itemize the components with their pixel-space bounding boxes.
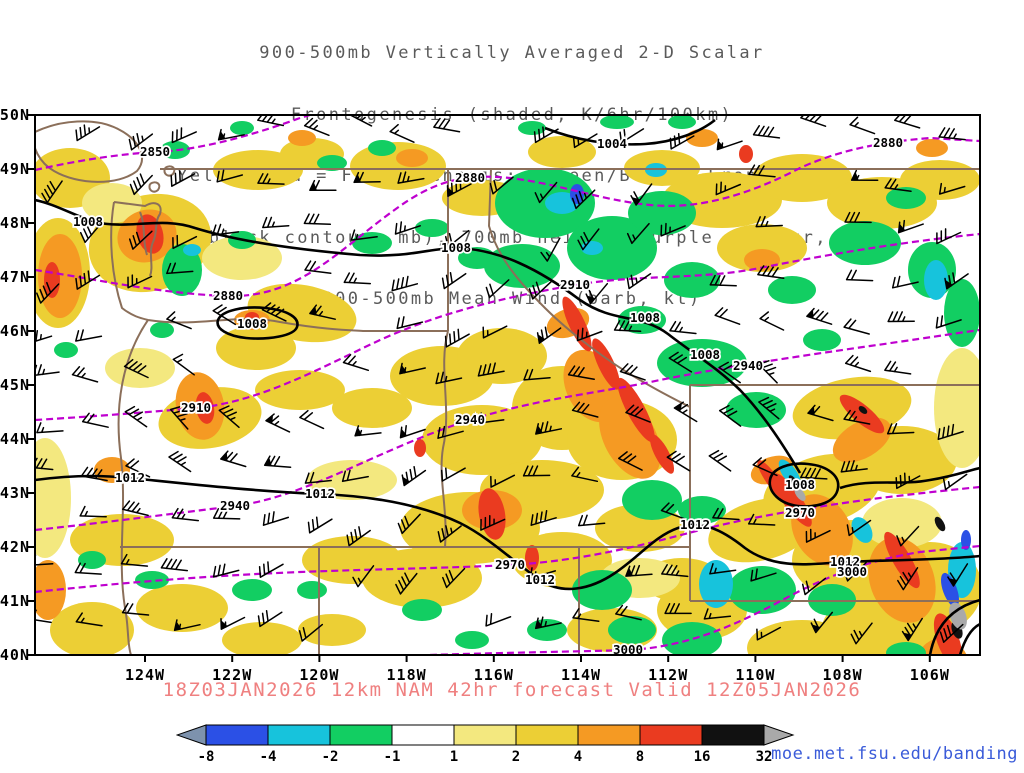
lat-tick-label: 42N <box>0 538 30 556</box>
lat-tick-label: 50N <box>0 108 30 124</box>
contour-label: 2880 <box>455 170 485 185</box>
contour-label: 2940 <box>455 412 485 427</box>
colorbar-segment <box>701 724 765 746</box>
contour-label: 1008 <box>785 477 815 492</box>
contour-label: 2940 <box>220 498 250 513</box>
lon-tick-label: 108W <box>823 666 863 684</box>
contour-label: 1008 <box>690 347 720 362</box>
contour-label: 2940 <box>733 358 763 373</box>
lat-tick-label: 45N <box>0 376 30 394</box>
contour-label: 1004 <box>597 136 627 151</box>
contour-label: 1008 <box>441 240 471 255</box>
contour-label: 1012 <box>680 517 710 532</box>
contour-label: 2910 <box>560 277 590 292</box>
colorbar-tick-label: 8 <box>636 749 644 765</box>
colorbar-tick-label: -4 <box>260 749 277 765</box>
contour-label: 2880 <box>213 288 243 303</box>
weather-map: 1004 1008 1008 1008 1008 1008 1008 1012 1012 1012… <box>0 106 981 684</box>
lat-tick-label: 44N <box>0 430 30 448</box>
colorbar: -8 -4 -2 -1 1 2 4 8 16 32 <box>175 724 795 765</box>
colorbar-segment <box>639 724 703 746</box>
colorbar-legend: -8 -4 -2 -1 1 2 4 8 16 32 <box>175 724 826 769</box>
map-frame <box>34 114 981 656</box>
colorbar-segment <box>453 724 517 746</box>
colorbar-tick-label: 4 <box>574 749 582 765</box>
colorbar-segment <box>391 724 455 746</box>
colorbar-segment <box>205 724 269 746</box>
colorbar-right-arrow <box>763 724 795 746</box>
contour-label: 1008 <box>630 310 660 325</box>
contour-labels: 1004 1008 1008 1008 1008 1008 1008 1012 1012 1012… <box>71 133 905 657</box>
axes: 50N 49N 48N 47N 46N 45N 44N 43N 42N 41N 40N 124W 122… <box>0 106 950 684</box>
lat-tick-label: 47N <box>0 268 30 286</box>
contour-label: 2880 <box>873 135 903 150</box>
colorbar-left-arrow <box>175 724 207 746</box>
colorbar-tick-label: -1 <box>384 749 401 765</box>
credit-link[interactable]: moe.met.fsu.edu/banding <box>771 744 1018 764</box>
lon-tick-label: 120W <box>299 666 339 684</box>
wind-barbs <box>35 115 969 645</box>
lon-tick-label: 110W <box>735 666 775 684</box>
colorbar-tick-label: 16 <box>694 749 711 765</box>
contour-label: 1008 <box>73 214 103 229</box>
mslp-contours <box>35 118 980 655</box>
lat-tick-label: 41N <box>0 592 30 610</box>
state-borders <box>35 120 980 655</box>
lon-tick-label: 112W <box>648 666 688 684</box>
lon-tick-label: 124W <box>125 666 165 684</box>
forecast-caption: 18Z03JAN2026 12km NAM 42hr forecast Vali… <box>162 679 862 701</box>
colorbar-tick-label: 1 <box>450 749 458 765</box>
forecast-chart: 1004 1008 1008 1008 1008 1008 1008 1012 1012 1012… <box>0 106 1024 693</box>
contour-label: 2970 <box>495 557 525 572</box>
lon-tick-label: 122W <box>212 666 252 684</box>
contour-label: 1012 <box>830 554 860 569</box>
colorbar-segment <box>577 724 641 746</box>
contour-label: 3000 <box>613 642 643 657</box>
lon-tick-label: 118W <box>387 666 427 684</box>
lon-tick-label: 114W <box>561 666 601 684</box>
frontogenesis-shading <box>35 115 980 655</box>
lat-tick-label: 49N <box>0 160 30 178</box>
contour-label: 1008 <box>237 316 267 331</box>
lat-tick-label: 43N <box>0 484 30 502</box>
contour-label: 2850 <box>140 144 170 159</box>
contour-label: 2970 <box>785 505 815 520</box>
title-line-5: 900-500mb Mean Wind (barb, kt) <box>322 289 702 309</box>
contour-label: 2910 <box>181 400 211 415</box>
colorbar-segment <box>515 724 579 746</box>
colorbar-tick-label: -2 <box>322 749 339 765</box>
lat-tick-label: 40N <box>0 646 30 664</box>
colorbar-tick-label: 2 <box>512 749 520 765</box>
colorbar-segment <box>267 724 331 746</box>
contour-label: 1012 <box>525 572 555 587</box>
lat-tick-label: 46N <box>0 322 30 340</box>
colorbar-segment <box>329 724 393 746</box>
contour-label: 1012 <box>305 486 335 501</box>
colorbar-tick-label: 32 <box>756 749 773 765</box>
contour-label: 1012 <box>115 470 145 485</box>
700mb-height-contours <box>35 115 980 655</box>
lon-tick-label: 106W <box>910 666 950 684</box>
contour-label: 3000 <box>837 564 867 579</box>
title-line-1: 900-500mb Vertically Averaged 2-D Scalar <box>259 43 765 63</box>
colorbar-tick-label: -8 <box>198 749 215 765</box>
lat-tick-label: 48N <box>0 214 30 232</box>
lon-tick-label: 116W <box>474 666 514 684</box>
